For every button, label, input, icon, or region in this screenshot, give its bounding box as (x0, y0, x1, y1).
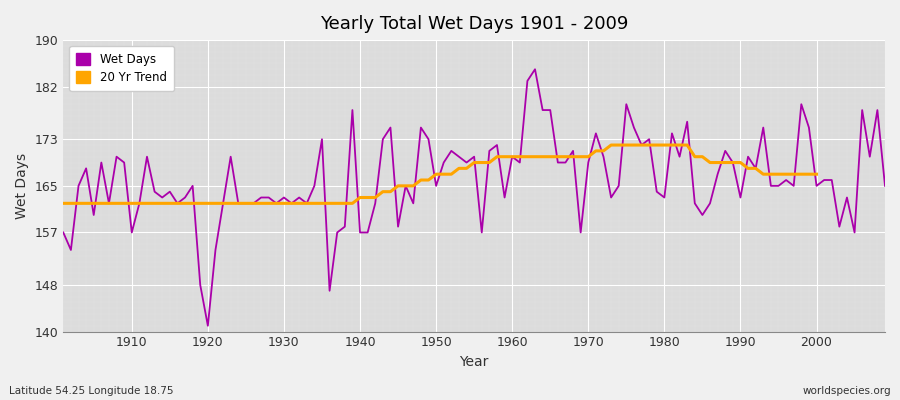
Wet Days (58, 230, 68, 235)
Line: 20 Yr Trend: 20 Yr Trend (63, 145, 816, 203)
Wet Days (529, 67, 540, 72)
Wet Days (119, 160, 130, 165)
20 Yr Trend (202, 201, 213, 206)
20 Yr Trend (758, 172, 769, 176)
20 Yr Trend (446, 172, 456, 176)
20 Yr Trend (780, 172, 791, 176)
Wet Days (293, 195, 304, 200)
Wet Days (202, 323, 213, 328)
20 Yr Trend (233, 201, 244, 206)
Wet Days (613, 184, 624, 188)
X-axis label: Year: Year (460, 355, 489, 369)
20 Yr Trend (58, 201, 68, 206)
Y-axis label: Wet Days: Wet Days (15, 153, 29, 219)
Wet Days (507, 154, 517, 159)
Legend: Wet Days, 20 Yr Trend: Wet Days, 20 Yr Trend (69, 46, 174, 91)
Line: Wet Days: Wet Days (63, 69, 885, 326)
Text: Latitude 54.25 Longitude 18.75: Latitude 54.25 Longitude 18.75 (9, 386, 174, 396)
Wet Days (339, 224, 350, 229)
Text: worldspecies.org: worldspecies.org (803, 386, 891, 396)
20 Yr Trend (507, 154, 517, 159)
Title: Yearly Total Wet Days 1901 - 2009: Yearly Total Wet Days 1901 - 2009 (320, 15, 628, 33)
20 Yr Trend (811, 172, 822, 176)
20 Yr Trend (606, 143, 616, 148)
Wet Days (879, 184, 890, 188)
Wet Days (515, 160, 526, 165)
